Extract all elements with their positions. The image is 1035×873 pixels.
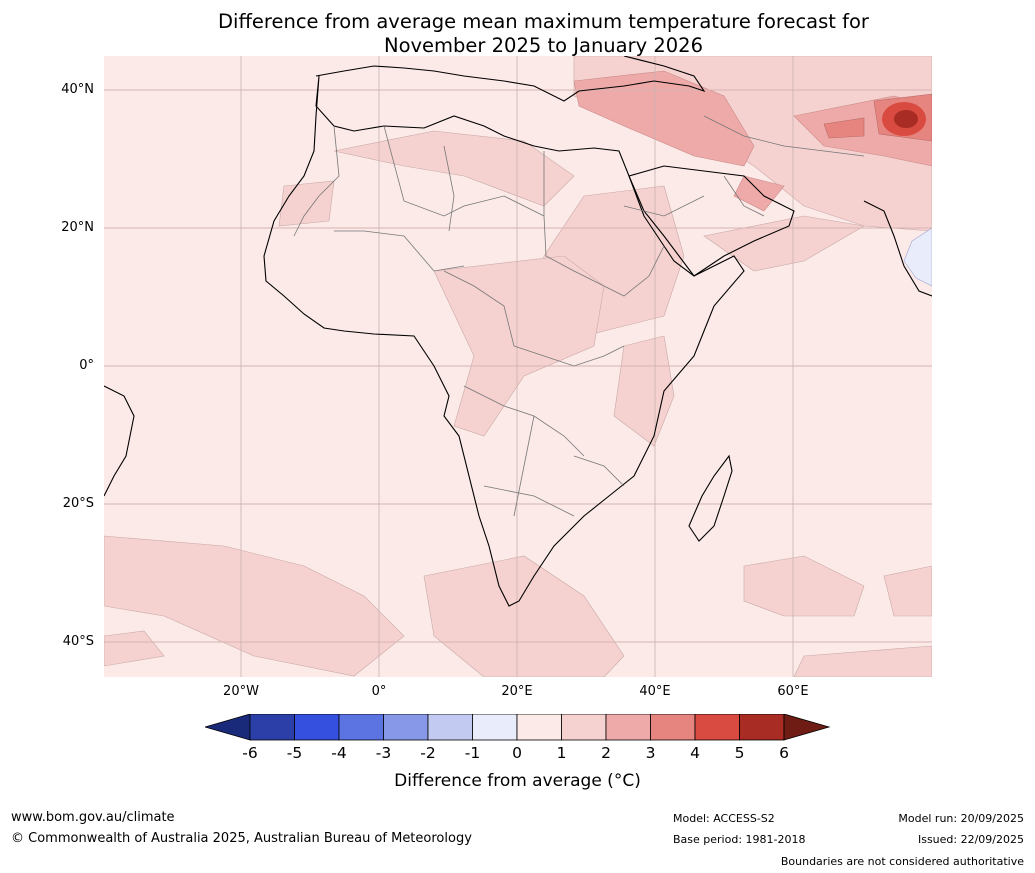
colorbar-label-text: Difference from average ( xyxy=(394,771,614,791)
colorbar-cell-6 xyxy=(472,714,518,741)
colorbar-cell-3 xyxy=(338,714,384,741)
lat-label-40s: 40°S xyxy=(62,634,94,649)
map-svg xyxy=(104,56,932,677)
colorbar-cell-8 xyxy=(561,714,607,741)
arabia-coast xyxy=(628,165,795,277)
graticule-meridians xyxy=(240,56,794,677)
colorbar-tick: 3 xyxy=(645,744,656,762)
footer-disclaimer: Boundaries are not considered authoritat… xyxy=(780,855,1024,868)
footer-model: Model: ACCESS-S2 xyxy=(673,812,775,825)
lon-label-40e: 40°E xyxy=(639,684,671,699)
europe-coast xyxy=(315,56,706,102)
anomaly-light-patches xyxy=(104,56,932,677)
africa-coast xyxy=(263,75,745,607)
forecast-map xyxy=(104,56,932,677)
colorbar-tick: 0 xyxy=(512,744,522,762)
title-line-2: November 2025 to January 2026 xyxy=(384,34,703,57)
lat-label-20s: 20°S xyxy=(62,496,94,511)
colorbar-tick: 4 xyxy=(690,744,700,762)
india-coast xyxy=(863,200,932,297)
colorbar-cell-11 xyxy=(694,714,740,741)
lon-label-20e: 20°E xyxy=(501,684,533,699)
lat-label-20n: 20°N xyxy=(61,220,94,235)
colorbar-cell-5 xyxy=(427,714,473,741)
footer-copyright: © Commonwealth of Australia 2025, Austra… xyxy=(11,831,472,846)
footer-model-run: Model run: 20/09/2025 xyxy=(898,812,1024,825)
lat-label-0: 0° xyxy=(79,358,94,373)
footer-website-link[interactable]: www.bom.gov.au/climate xyxy=(11,810,175,825)
south-america-coast xyxy=(104,385,135,497)
colorbar-tick: -4 xyxy=(331,744,347,762)
colorbar-cell-0 xyxy=(205,714,251,741)
madagascar-coast xyxy=(688,454,733,542)
anomaly-cool-patch xyxy=(903,227,932,287)
colorbar-tick: 1 xyxy=(556,744,567,762)
title-line-1: Difference from average mean maximum tem… xyxy=(218,10,869,33)
colorbar-cell-1 xyxy=(249,714,295,741)
colorbar-tick: -1 xyxy=(464,744,481,762)
colorbar-cell-2 xyxy=(294,714,340,741)
anomaly-hotspot xyxy=(882,102,926,136)
colorbar-tick: 2 xyxy=(601,744,611,762)
country-borders xyxy=(293,115,865,517)
footer-issued: Issued: 22/09/2025 xyxy=(917,833,1024,846)
colorbar-tick: -2 xyxy=(420,744,436,762)
lat-label-40n: 40°N xyxy=(61,82,94,97)
coastlines xyxy=(104,56,932,607)
colorbar-label: Difference from average (°C) xyxy=(0,771,1035,791)
chart-title: Difference from average mean maximum tem… xyxy=(0,10,1035,58)
colorbar-cell-4 xyxy=(383,714,429,741)
colorbar-label-unit: °C xyxy=(613,771,635,791)
lon-label-20w: 20°W xyxy=(223,684,259,699)
colorbar-cell-13 xyxy=(783,714,831,741)
colorbar-label-end: ) xyxy=(634,771,641,791)
colorbar-tick: -5 xyxy=(286,744,303,762)
graticule xyxy=(104,89,932,643)
colorbar xyxy=(205,714,831,741)
colorbar-cell-7 xyxy=(516,714,562,741)
colorbar-cell-10 xyxy=(650,714,696,741)
colorbar-tick: -3 xyxy=(375,744,392,762)
colorbar-cell-12 xyxy=(739,714,785,741)
colorbar-tick: 6 xyxy=(779,744,789,762)
lon-label-60e: 60°E xyxy=(777,684,809,699)
colorbar-tick: 5 xyxy=(734,744,745,762)
footer-base-period: Base period: 1981-2018 xyxy=(673,833,806,846)
colorbar-cell-9 xyxy=(605,714,651,741)
lon-label-0: 0° xyxy=(371,684,387,699)
colorbar-tick: -6 xyxy=(242,744,258,762)
